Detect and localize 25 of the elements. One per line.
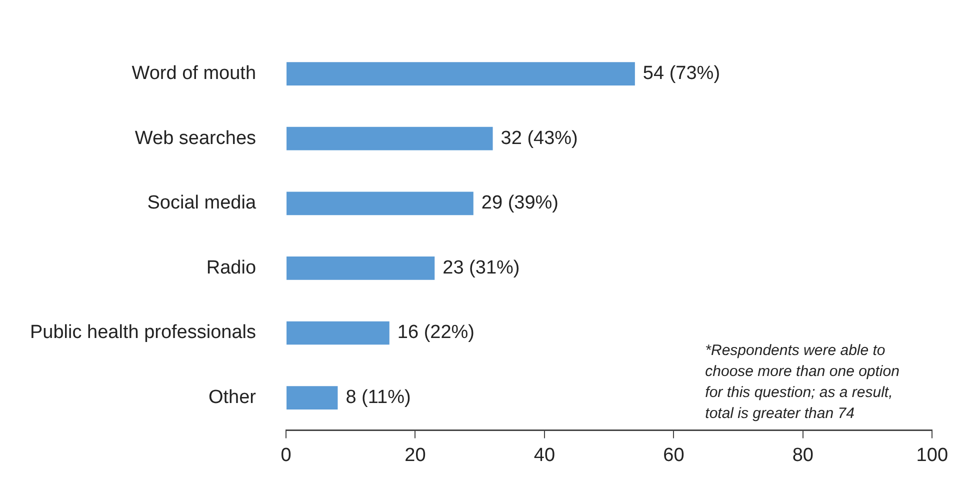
y-tick-label: Web searches xyxy=(134,128,256,149)
y-tick-label: Other xyxy=(208,387,257,408)
x-tick-label: 80 xyxy=(792,444,814,466)
data-label: 29 (39%) xyxy=(481,192,559,214)
bar xyxy=(286,256,435,280)
data-label: 16 (22%) xyxy=(397,322,475,344)
data-label: 32 (43%) xyxy=(500,128,578,149)
annotation: *Respondents were able to choose more than one option for this question; as a result, total is greater than 74 xyxy=(705,342,900,422)
data-label: 54 (73%) xyxy=(642,63,720,84)
x-tick-label: 60 xyxy=(663,444,684,466)
bar xyxy=(286,62,635,86)
bar xyxy=(286,386,338,410)
x-tick-label: 20 xyxy=(404,444,426,466)
y-tick-label: Public health professionals xyxy=(30,322,256,344)
x-tick-label: 40 xyxy=(534,444,556,466)
bar xyxy=(286,321,390,345)
bar xyxy=(286,126,493,150)
y-tick-label: Radio xyxy=(206,257,256,278)
y-tick-label: Word of mouth xyxy=(132,63,256,84)
y-tick-label: Social media xyxy=(147,192,256,214)
x-tick-label: 100 xyxy=(916,444,948,466)
data-label: 8 (11%) xyxy=(346,387,411,408)
x-tick-label: 0 xyxy=(280,444,292,466)
bar xyxy=(286,192,474,216)
data-label: 23 (31%) xyxy=(442,257,520,278)
